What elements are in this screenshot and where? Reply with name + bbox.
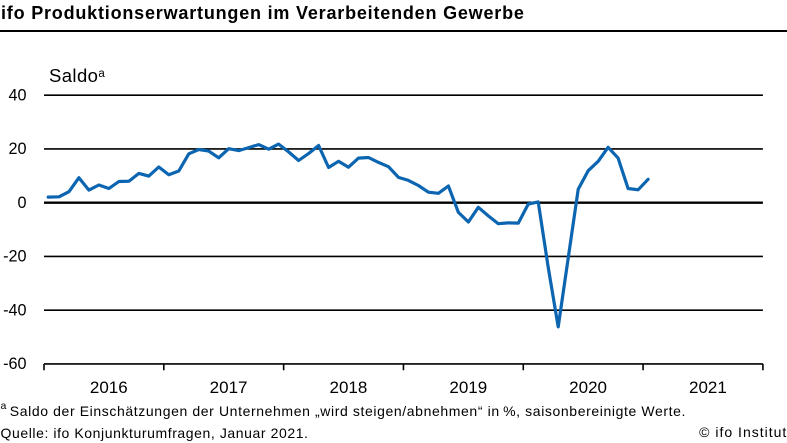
svg-text:20: 20 xyxy=(8,140,26,158)
svg-text:2016: 2016 xyxy=(90,378,128,397)
svg-text:0: 0 xyxy=(17,194,26,212)
svg-text:Saldoa: Saldoa xyxy=(49,65,105,86)
svg-text:-40: -40 xyxy=(3,301,26,319)
svg-text:2018: 2018 xyxy=(329,378,367,397)
svg-text:40: 40 xyxy=(8,86,26,104)
svg-text:2017: 2017 xyxy=(210,378,248,397)
svg-text:2021: 2021 xyxy=(689,378,727,397)
svg-text:-60: -60 xyxy=(3,355,26,373)
svg-text:2019: 2019 xyxy=(449,378,487,397)
svg-text:-20: -20 xyxy=(3,248,26,266)
svg-text:2020: 2020 xyxy=(569,378,607,397)
